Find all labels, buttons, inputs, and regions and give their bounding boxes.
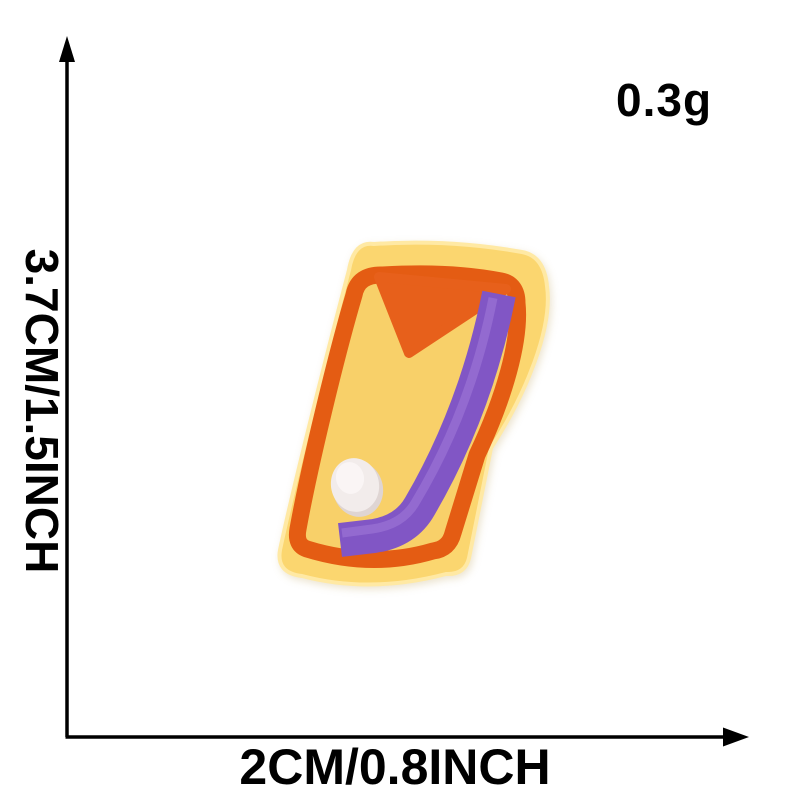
hockey-stick-patch (277, 240, 550, 587)
patch-hockey-stick-highlight (341, 297, 498, 538)
patch-pennant-triangle (374, 272, 511, 358)
patch-photo (250, 228, 550, 593)
height-dimension-label: 3.7CM/1.5INCH (16, 248, 68, 574)
width-arrow-head-icon (723, 727, 749, 747)
patch-ball-highlight (335, 462, 365, 494)
height-arrow-head-icon (59, 36, 75, 62)
weight-label: 0.3g (616, 74, 713, 126)
patch-hockey-stick (338, 290, 516, 557)
width-dimension-label: 2CM/0.8INCH (239, 739, 551, 795)
